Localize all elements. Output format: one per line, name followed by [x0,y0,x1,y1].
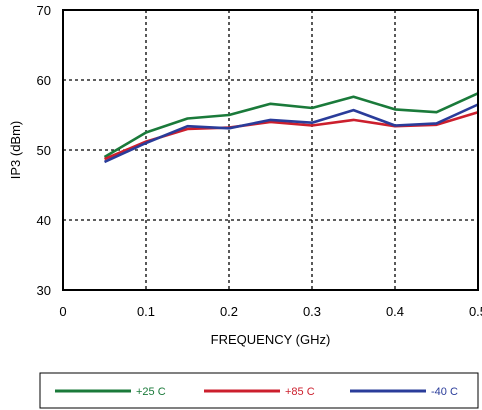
x-tick-label: 0.1 [137,304,155,319]
series-line-0 [103,92,479,159]
x-tick-label: 0.4 [386,304,404,319]
y-tick-label: 40 [37,213,51,228]
series-line-2 [103,103,479,164]
series-lines [103,92,479,164]
x-axis-label: FREQUENCY (GHz) [211,332,331,347]
y-tick-labels: 30 40 50 60 70 [37,3,51,298]
y-tick-label: 60 [37,73,51,88]
y-tick-label: 70 [37,3,51,18]
legend-label: -40 C [431,386,458,398]
y-tick-label: 30 [37,283,51,298]
legend-label: +25 C [136,386,166,398]
series-line-1 [103,110,479,161]
x-tick-label: 0 [59,304,66,319]
x-tick-label: 0.5 [469,304,482,319]
x-tick-label: 0.2 [220,304,238,319]
x-tick-labels: 0 0.1 0.2 0.3 0.4 0.5 [59,304,482,319]
x-tick-label: 0.3 [303,304,321,319]
y-axis-label: IP3 (dBm) [8,121,23,180]
legend: +25 C +85 C -40 C [39,372,479,409]
legend-label: +85 C [285,386,315,398]
y-tick-label: 50 [37,143,51,158]
plot-frame [62,9,479,291]
grid [63,10,478,290]
